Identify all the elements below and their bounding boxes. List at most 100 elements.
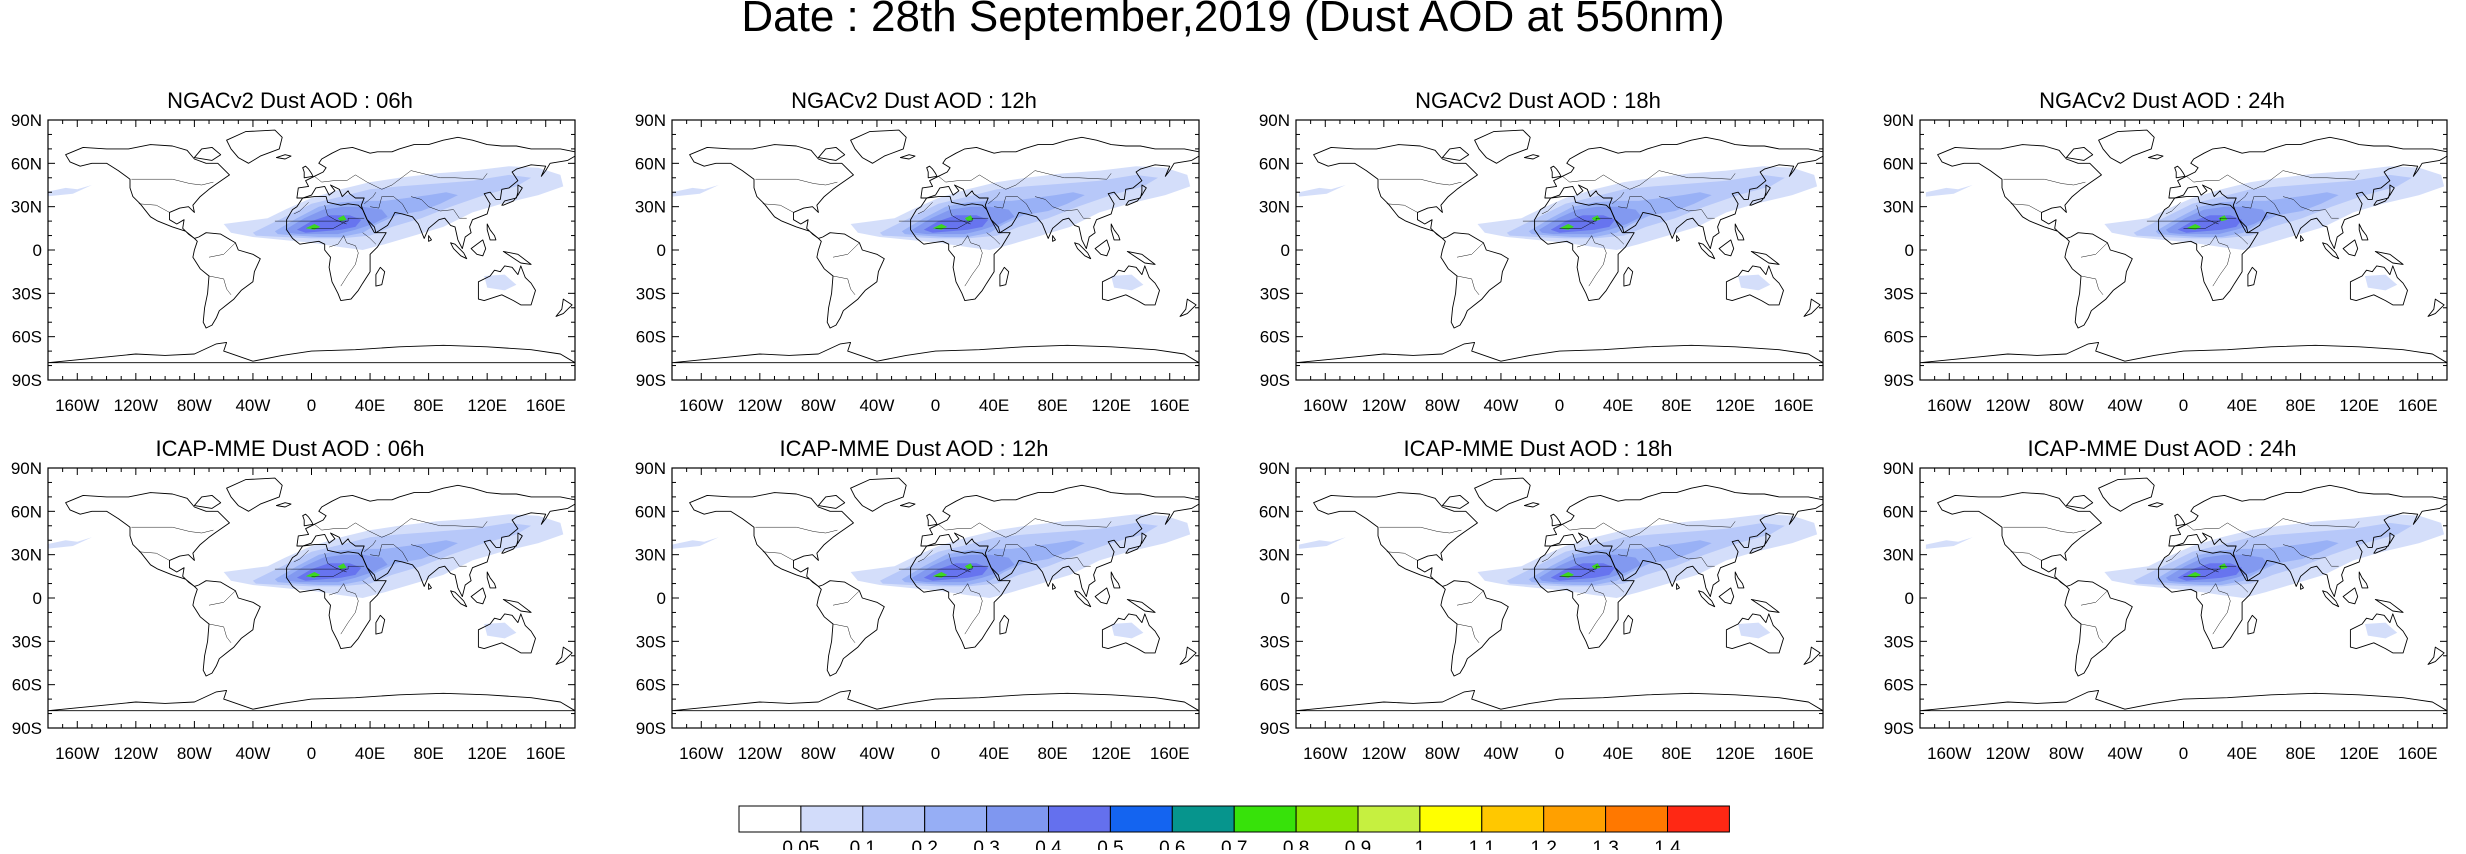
country-border (1618, 196, 1657, 215)
lon-tick-label: 40W (859, 744, 894, 760)
landmass-new-zealand (2427, 646, 2445, 665)
colorbar-swatch (1481, 805, 1545, 833)
panel-title: NGACv2 Dust AOD : 24h (2039, 88, 2285, 113)
lat-tick-label: 30N (11, 546, 42, 565)
landmass-australia (477, 265, 536, 306)
country-border (274, 217, 365, 222)
dust-plume (1298, 185, 1346, 197)
lon-tick-label: 80W (177, 744, 212, 760)
country-border (948, 205, 971, 225)
lon-tick-label: 160E (1150, 744, 1190, 760)
lat-tick-label: 0 (1281, 589, 1290, 608)
dust-plume (1925, 537, 1973, 549)
lon-tick-label: 40E (1603, 396, 1633, 412)
lat-tick-label: 90N (11, 112, 42, 130)
landmass-antarctica (48, 689, 575, 712)
landmass-sumatra (1074, 242, 1092, 260)
lat-tick-label: 60S (12, 328, 42, 347)
landmass-eurasia (2168, 484, 2447, 598)
country-border (324, 205, 347, 225)
lat-tick-label: 90S (1884, 371, 1914, 390)
lon-tick-label: 120E (1091, 396, 1131, 412)
landmass-antarctica (1296, 341, 1823, 364)
lat-tick-label: 30N (1259, 198, 1290, 217)
lat-tick-label: 90S (12, 371, 42, 390)
axis-ticks (1919, 119, 2448, 381)
country-border (1456, 590, 1484, 606)
country-border (370, 544, 409, 563)
landmass-iceland (1523, 502, 1540, 508)
lat-tick-label: 30N (635, 198, 666, 217)
lat-tick-label: 0 (657, 241, 666, 260)
country-borders (2003, 170, 2360, 295)
landmass-borneo (1094, 239, 1111, 257)
country-border (131, 178, 214, 186)
dust-plume (1738, 622, 1771, 639)
landmass-australia (1101, 613, 1160, 654)
landmass-borneo (2342, 587, 2359, 605)
landmass-greenland (2098, 129, 2155, 164)
country-border (938, 170, 1112, 190)
landmass-great-britain (926, 165, 938, 179)
landmass-new-zealand (555, 646, 573, 665)
landmass-antarctica (672, 341, 1199, 364)
lat-tick-label: 30S (1884, 284, 1914, 303)
lat-tick-label: 60N (11, 154, 42, 173)
landmass-sumatra (2322, 590, 2340, 608)
lon-tick-label: 80E (1037, 396, 1067, 412)
lon-tick-label: 40W (235, 396, 270, 412)
landmass-philippines (1110, 571, 1121, 589)
landmass-eurasia (1544, 484, 1823, 598)
lon-tick-label: 120W (1362, 396, 1406, 412)
country-border (1034, 196, 1091, 219)
landmass-philippines (1734, 571, 1745, 589)
landmass-borneo (470, 239, 487, 257)
lon-tick-label: 160W (679, 744, 723, 760)
landmass-greenland (226, 129, 283, 164)
country-borders (2003, 518, 2360, 643)
landmass-madagascar (2247, 614, 2258, 635)
country-border (2010, 203, 2042, 213)
dust-plume (1111, 274, 1144, 291)
country-border (314, 170, 488, 190)
lon-tick-label: 120W (1986, 744, 2030, 760)
landmass-iceland (1523, 154, 1540, 160)
colorbar-label: 0.05 (782, 838, 819, 850)
coastlines (672, 477, 1199, 712)
lon-tick-label: 80E (413, 396, 443, 412)
landmass-great-britain (926, 513, 938, 527)
country-border (2242, 196, 2281, 215)
country-border (2212, 235, 2231, 287)
lon-tick-label: 120E (2339, 396, 2379, 412)
lon-tick-label: 80E (2285, 744, 2315, 760)
country-border (311, 220, 347, 229)
lon-tick-label: 160E (1774, 396, 1814, 412)
country-border (953, 235, 968, 248)
country-border (1386, 551, 1418, 561)
lat-tick-label: 0 (1905, 241, 1914, 260)
landmass-new-zealand (2427, 298, 2445, 317)
lon-tick-label: 0 (931, 396, 940, 412)
country-border (1541, 202, 1557, 215)
dust-plume (337, 563, 347, 570)
lat-tick-label: 60S (1884, 676, 1914, 695)
dust-plume (1298, 537, 1346, 549)
landmass-baffin-island (817, 494, 846, 509)
landmass-new-guinea (1750, 598, 1780, 613)
country-border (2003, 526, 2086, 534)
landmass-sri-lanka (2300, 583, 2304, 590)
axis-ticks (671, 119, 1200, 381)
world-map: 90N 60N 30N 0 30S 60S 90S 160W 120W 80W 40W 0 40E 80E… (635, 460, 1200, 760)
map-frame (1295, 467, 1824, 729)
country-border (1577, 583, 1592, 596)
landmass-philippines (2358, 571, 2369, 589)
country-border (2196, 205, 2219, 225)
colorbar-swatch (800, 805, 864, 833)
lon-tick-label: 160W (1303, 744, 1347, 760)
country-border (1588, 583, 1607, 635)
lat-tick-label: 30S (12, 284, 42, 303)
dust-plume (964, 563, 974, 570)
country-border (762, 551, 794, 561)
lat-tick-label: 60N (1259, 502, 1290, 521)
lat-tick-label: 90S (1260, 719, 1290, 738)
